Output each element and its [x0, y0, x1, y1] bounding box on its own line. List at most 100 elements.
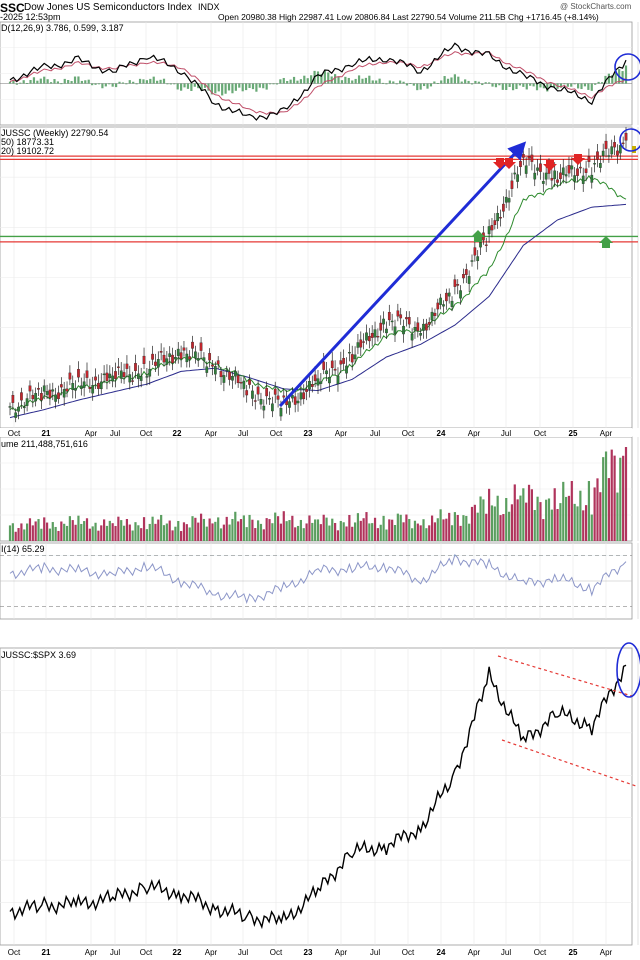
- macd-histogram-bar: [310, 75, 313, 84]
- macd-histogram-bar: [491, 83, 494, 87]
- volume-bar: [353, 522, 357, 541]
- volume-bar: [291, 515, 294, 541]
- macd-histogram-bar: [426, 83, 429, 89]
- candle-body: [288, 401, 291, 408]
- volume-bar: [342, 522, 345, 541]
- macd-histogram-bar: [453, 74, 456, 84]
- axis-band: [0, 946, 632, 955]
- macd-histogram-bar: [26, 83, 29, 84]
- macd-histogram-bar: [477, 81, 480, 84]
- candle-body: [467, 276, 471, 284]
- volume-panel: [0, 436, 639, 542]
- candle-body: [45, 391, 49, 395]
- macd-histogram-bar: [22, 80, 25, 84]
- volume-bar: [527, 484, 531, 541]
- volume-bar: [34, 521, 37, 541]
- macd-histogram-bar: [73, 76, 77, 84]
- candle-body: [573, 175, 577, 182]
- candle-body: [502, 203, 505, 212]
- macd-histogram-bar: [162, 78, 166, 84]
- x-axis-tick-label: 25: [569, 429, 578, 438]
- volume-bar: [140, 528, 143, 541]
- volume-bar: [122, 525, 126, 541]
- macd-histogram-bar: [15, 83, 18, 85]
- volume-bar: [205, 526, 208, 541]
- macd-histogram-bar: [436, 83, 439, 84]
- ratio-panel: [0, 642, 640, 946]
- candle-body: [413, 327, 417, 331]
- macd-histogram-bar: [583, 83, 587, 87]
- index-name: Dow Jones US Semiconductors Index: [24, 2, 192, 13]
- quote-line: Open 20980.38 High 22987.41 Low 20806.84…: [218, 12, 599, 22]
- macd-histogram-bar: [467, 80, 470, 84]
- macd-histogram-bar: [563, 83, 566, 85]
- candle-body: [196, 358, 200, 361]
- macd-histogram-bar: [354, 78, 357, 84]
- volume-bar: [465, 515, 468, 541]
- macd-histogram-bar: [60, 83, 63, 85]
- volume-bar: [422, 519, 425, 541]
- macd-histogram-bar: [279, 79, 282, 84]
- candle-body: [453, 279, 457, 287]
- macd-line: [9, 42, 627, 121]
- volume-bar: [433, 522, 437, 541]
- candle-body: [590, 174, 594, 183]
- candle-body: [328, 376, 331, 384]
- candle-body: [282, 395, 286, 398]
- x-axis-tick-label: Apr: [205, 429, 218, 438]
- macd-histogram-bar: [245, 83, 248, 91]
- candle-body: [57, 392, 60, 400]
- macd-histogram-bar: [580, 83, 583, 90]
- candle-body: [176, 348, 180, 356]
- macd-histogram-bar: [515, 83, 518, 90]
- macd-histogram-bar: [32, 77, 36, 84]
- volume-bar: [154, 523, 157, 541]
- macd-histogram-bar: [429, 83, 433, 87]
- candle-body: [581, 175, 585, 184]
- volume-bar: [319, 524, 322, 541]
- macd-highlight-circle: [614, 53, 640, 81]
- macd-histogram-bar: [532, 83, 535, 87]
- macd-histogram-bar: [108, 83, 111, 85]
- macd-histogram-bar: [207, 83, 210, 91]
- bottom-marker-arrow: [599, 236, 613, 248]
- macd-histogram-bar: [566, 83, 569, 87]
- volume-bar: [519, 495, 522, 541]
- volume-bar: [562, 481, 565, 541]
- volume-bar: [262, 529, 265, 541]
- volume-bar: [194, 517, 197, 541]
- exchange: INDX: [198, 2, 220, 12]
- volume-bar: [259, 523, 263, 541]
- volume-bar: [322, 514, 325, 541]
- x-axis-tick-label: Oct: [8, 948, 21, 957]
- volume-bar: [17, 528, 20, 541]
- x-axis-tick-label: 21: [42, 429, 51, 438]
- price-panel: [0, 126, 640, 429]
- candle-body: [265, 388, 269, 397]
- candle-body: [561, 167, 565, 175]
- macd-histogram-bar: [347, 77, 350, 84]
- candle-body: [165, 358, 169, 365]
- volume-bar: [57, 530, 60, 541]
- volume-bar: [14, 531, 17, 541]
- macd-histogram-bar: [104, 83, 107, 87]
- macd-histogram-bar: [289, 79, 292, 84]
- macd-histogram-bar: [440, 80, 443, 84]
- candle-body: [88, 386, 92, 389]
- candle-body: [179, 352, 183, 359]
- candle-body: [273, 388, 277, 395]
- candle-body: [308, 380, 311, 390]
- macd-histogram-bar: [573, 83, 576, 85]
- candle-body: [119, 370, 123, 379]
- macd-histogram-bar: [210, 83, 214, 95]
- volume-bar: [128, 524, 131, 541]
- rsi-panel: [0, 542, 639, 620]
- macd-histogram-bar: [268, 83, 272, 85]
- macd-histogram-bar: [53, 79, 56, 84]
- candle-body: [405, 317, 408, 320]
- candle-body: [245, 390, 249, 396]
- macd-histogram-bar: [77, 76, 80, 84]
- macd-histogram-bar: [56, 81, 60, 84]
- volume-bar: [231, 518, 234, 541]
- candle-body: [416, 322, 420, 331]
